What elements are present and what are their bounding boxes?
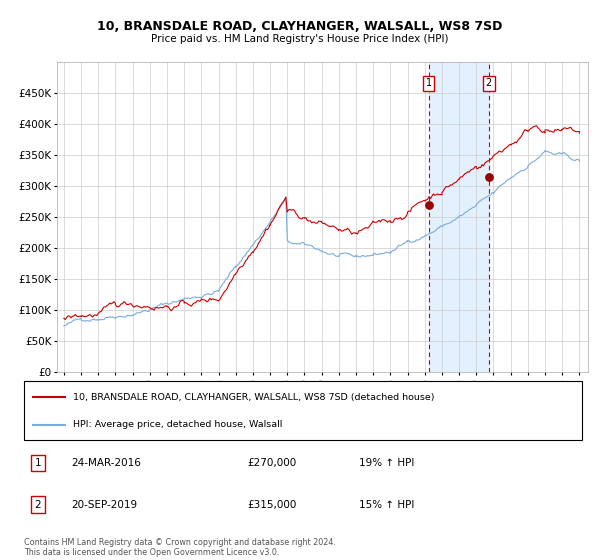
FancyBboxPatch shape: [24, 381, 582, 440]
Text: 10, BRANSDALE ROAD, CLAYHANGER, WALSALL, WS8 7SD (detached house): 10, BRANSDALE ROAD, CLAYHANGER, WALSALL,…: [73, 393, 434, 402]
Text: £270,000: £270,000: [247, 458, 296, 468]
Point: [424, 200, 433, 209]
Text: 10, BRANSDALE ROAD, CLAYHANGER, WALSALL, WS8 7SD: 10, BRANSDALE ROAD, CLAYHANGER, WALSALL,…: [97, 20, 503, 32]
Text: 2: 2: [485, 78, 492, 88]
Text: 19% ↑ HPI: 19% ↑ HPI: [359, 458, 414, 468]
Text: HPI: Average price, detached house, Walsall: HPI: Average price, detached house, Wals…: [73, 421, 283, 430]
Text: Price paid vs. HM Land Registry's House Price Index (HPI): Price paid vs. HM Land Registry's House …: [151, 34, 449, 44]
Text: Contains HM Land Registry data © Crown copyright and database right 2024.
This d: Contains HM Land Registry data © Crown c…: [24, 538, 336, 557]
Point: [484, 172, 493, 181]
Text: £315,000: £315,000: [247, 500, 296, 510]
Text: 2: 2: [35, 500, 41, 510]
Text: 20-SEP-2019: 20-SEP-2019: [71, 500, 137, 510]
Text: 24-MAR-2016: 24-MAR-2016: [71, 458, 142, 468]
Text: 1: 1: [35, 458, 41, 468]
Text: 15% ↑ HPI: 15% ↑ HPI: [359, 500, 414, 510]
Text: 1: 1: [425, 78, 431, 88]
Bar: [428, 62, 488, 372]
